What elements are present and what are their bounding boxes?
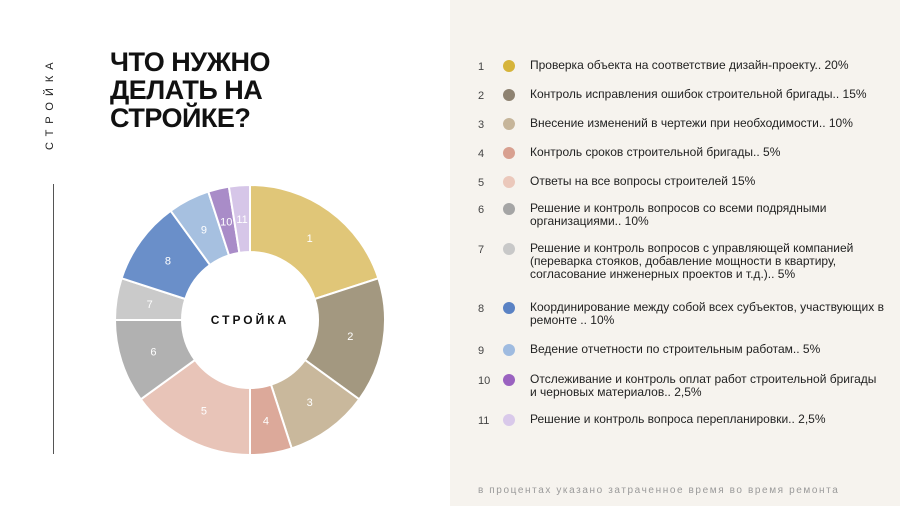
legend-number: 10 bbox=[478, 375, 491, 387]
legend-text: Ведение отчетности по строительным работ… bbox=[530, 342, 821, 356]
legend-number: 5 bbox=[478, 177, 485, 189]
page-title: ЧТО НУЖНО ДЕЛАТЬ НА СТРОЙКЕ? bbox=[110, 48, 340, 132]
title-line-1: ЧТО НУЖНО bbox=[110, 47, 271, 77]
side-divider-line bbox=[53, 184, 54, 454]
legend-text: Координирование между собой всех субъект… bbox=[530, 300, 884, 327]
slice-label-4: 4 bbox=[263, 415, 269, 427]
slice-label-10: 10 bbox=[220, 216, 232, 228]
legend-text: Контроль сроков строительной бригады.. 5… bbox=[530, 145, 781, 159]
legend-number: 4 bbox=[478, 148, 485, 160]
legend-color-dot bbox=[503, 203, 515, 215]
legend-text: Решение и контроль вопросов с управляюще… bbox=[530, 241, 854, 281]
donut-slice-11 bbox=[227, 183, 251, 254]
chart-center-label: СТРОЙКА bbox=[211, 312, 290, 327]
slice-label-9: 9 bbox=[201, 225, 207, 237]
right-panel bbox=[450, 0, 900, 506]
slice-label-7: 7 bbox=[147, 299, 153, 311]
legend-number: 9 bbox=[478, 345, 485, 357]
title-line-2: ДЕЛАТЬ НА bbox=[110, 75, 263, 105]
slice-label-11: 11 bbox=[236, 214, 247, 226]
chart-slices bbox=[113, 183, 386, 457]
left-panel: СТРОЙКА ЧТО НУЖНО ДЕЛАТЬ НА СТРОЙКЕ? 1 2 3… bbox=[44, 48, 386, 457]
donut-slice-1 bbox=[249, 183, 380, 301]
legend-number: 2 bbox=[478, 90, 485, 102]
legend-color-dot bbox=[503, 89, 515, 101]
legend-text: Контроль исправления ошибок строительной… bbox=[530, 87, 867, 101]
legend-color-dot bbox=[503, 147, 515, 159]
legend-text: Отслеживание и контроль оплат работ стро… bbox=[530, 372, 877, 399]
slice-label-6: 6 bbox=[150, 346, 156, 358]
legend-color-dot bbox=[503, 344, 515, 356]
legend-color-dot bbox=[503, 176, 515, 188]
legend-color-dot bbox=[503, 302, 515, 314]
legend-number: 8 bbox=[478, 303, 485, 315]
legend-text: Проверка объекта на соответствие дизайн-… bbox=[530, 58, 849, 72]
legend-color-dot bbox=[503, 374, 515, 386]
legend-color-dot bbox=[503, 118, 515, 130]
legend-number: 1 bbox=[478, 61, 485, 73]
legend-color-dot bbox=[503, 243, 515, 255]
footnote: в процентах указано затраченное время во… bbox=[478, 485, 840, 496]
legend-number: 11 bbox=[478, 415, 490, 427]
legend-text: Внесение изменений в чертежи при необход… bbox=[530, 116, 853, 130]
title-line-3: СТРОЙКЕ? bbox=[110, 103, 251, 133]
legend-text: Ответы на все вопросы строителей 15% bbox=[530, 174, 756, 188]
legend-number: 3 bbox=[478, 119, 485, 131]
legend-text: Решение и контроль вопросов со всеми под… bbox=[530, 201, 827, 228]
legend-number: 7 bbox=[478, 244, 485, 256]
legend-number: 6 bbox=[478, 204, 485, 216]
slice-label-8: 8 bbox=[165, 255, 171, 267]
legend-color-dot bbox=[503, 414, 515, 426]
chart-slice-labels: 1 2 3 4 5 6 7 8 9 10 11 bbox=[147, 214, 354, 427]
slice-label-1: 1 bbox=[307, 233, 313, 245]
legend-text: Решение и контроль вопроса перепланировк… bbox=[530, 412, 826, 426]
slice-label-2: 2 bbox=[347, 331, 353, 343]
donut-chart: 1 2 3 4 5 6 7 8 9 10 11 СТРОЙКА bbox=[113, 183, 386, 457]
side-label: СТРОЙКА bbox=[44, 56, 56, 150]
legend-color-dot bbox=[503, 60, 515, 72]
slice-label-5: 5 bbox=[201, 405, 207, 417]
slice-label-3: 3 bbox=[307, 397, 313, 409]
